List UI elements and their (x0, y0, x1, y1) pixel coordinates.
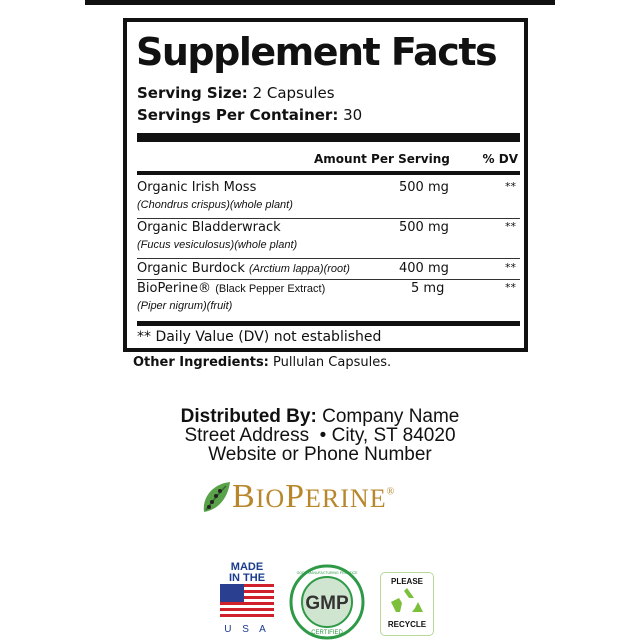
medium-divider (137, 171, 520, 175)
row-divider (137, 258, 520, 259)
thick-divider (137, 321, 520, 326)
svg-text:GOOD MANUFACTURING PRACTICE: GOOD MANUFACTURING PRACTICE (297, 571, 359, 575)
bioperine-logo: BIOPERINE® (200, 478, 395, 516)
gmp-certified-badge: GMP CERTIFIED GOOD MANUFACTURING PRACTIC… (289, 564, 365, 644)
svg-text:CERTIFIED: CERTIFIED (311, 630, 343, 636)
servings-per-container: Servings Per Container: 30 (137, 106, 362, 124)
usa-caption: U S A (224, 624, 270, 635)
distributor-contact: Website or Phone Number (208, 444, 432, 465)
pepper-leaf-icon (203, 482, 230, 512)
row-divider (137, 218, 520, 219)
gmp-seal-icon: GMP CERTIFIED GOOD MANUFACTURING PRACTIC… (289, 564, 365, 640)
ingredient-name: Organic Burdock (Arctium lappa)(root) (137, 261, 350, 276)
ingredient-amount: 400 mg (399, 261, 449, 276)
ingredient-name: Organic Bladderwrack (137, 220, 281, 235)
serving-size: Serving Size: 2 Capsules (137, 84, 335, 102)
recycle-top-text: PLEASE (390, 577, 423, 586)
ingredient-name: Organic Irish Moss (137, 180, 257, 195)
ingredient-sub: (Piper nigrum)(fruit) (137, 300, 233, 312)
ingredient-name-text: BioPerine® (137, 281, 212, 296)
row-divider (137, 279, 520, 280)
serving-size-label: Serving Size: (137, 84, 248, 102)
ingredient-amount: 5 mg (411, 281, 445, 296)
header-dv: % DV (482, 152, 518, 166)
ingredient-dv: ** (505, 261, 516, 274)
distributor-address: Street Address • City, ST 84020 (184, 425, 456, 446)
ingredient-amount: 500 mg (399, 180, 449, 195)
servings-label: Servings Per Container: (137, 106, 339, 124)
thick-divider (137, 133, 520, 142)
ingredient-sub: (Fucus vesiculosus)(whole plant) (137, 239, 298, 251)
ingredient-dv: ** (505, 281, 516, 294)
us-flag-icon (220, 584, 274, 617)
servings-value: 30 (343, 106, 363, 124)
svg-text:GMP: GMP (305, 593, 349, 614)
please-recycle-badge: PLEASE RECYCLE (380, 572, 434, 636)
top-border (85, 0, 555, 5)
usa-text: MADE IN THE (228, 561, 266, 584)
supplement-facts-panel: Supplement Facts Serving Size: 2 Capsule… (123, 18, 528, 352)
other-ingredients-label: Other Ingredients: (133, 355, 269, 370)
footnote: ** Daily Value (DV) not established (137, 329, 382, 345)
ingredient-sub: (Chondrus crispus)(whole plant) (137, 199, 293, 211)
other-ingredients-value: Pullulan Capsules. (273, 355, 392, 370)
ingredient-dv: ** (505, 220, 516, 233)
ingredient-extract: (Black Pepper Extract) (215, 283, 326, 295)
recycle-icon (391, 588, 423, 612)
serving-size-value: 2 Capsules (252, 84, 335, 102)
ingredient-latin: (Arctium lappa)(root) (249, 263, 350, 275)
panel-title: Supplement Facts (136, 30, 498, 74)
ingredient-amount: 500 mg (399, 220, 449, 235)
made-in-usa-badge: MADE IN THE U S A (220, 562, 274, 635)
distributor-block: Distributed By: Company Name Street Addr… (0, 407, 640, 464)
ingredient-dv: ** (505, 180, 516, 193)
ingredient-name: BioPerine® (Black Pepper Extract) (137, 281, 325, 296)
distributor-label: Distributed By: (180, 406, 317, 427)
recycle-bottom-text: RECYCLE (387, 620, 427, 629)
bioperine-wordmark: BIOPERINE® (232, 478, 396, 515)
header-amount: Amount Per Serving (314, 152, 450, 166)
ingredient-name-text: Organic Burdock (137, 261, 245, 276)
distributor-name: Company Name (322, 406, 460, 427)
other-ingredients: Other Ingredients: Pullulan Capsules. (133, 355, 391, 370)
